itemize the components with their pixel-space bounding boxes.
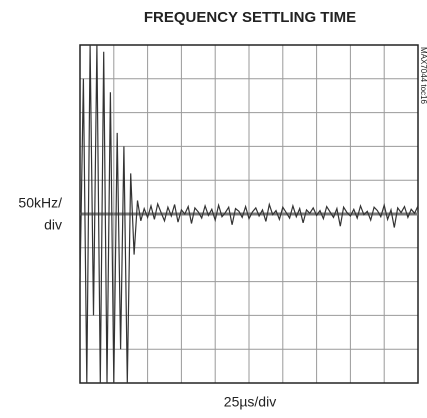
x-axis-label: 25µs/div — [224, 394, 276, 410]
waveform — [79, 44, 419, 384]
y-axis-label: 50kHz/ — [18, 195, 62, 211]
y-axis-label: div — [44, 217, 62, 233]
chart-title: FREQUENCY SETTLING TIME — [144, 9, 356, 26]
side-note: MAX7044 toc16 — [419, 47, 427, 104]
